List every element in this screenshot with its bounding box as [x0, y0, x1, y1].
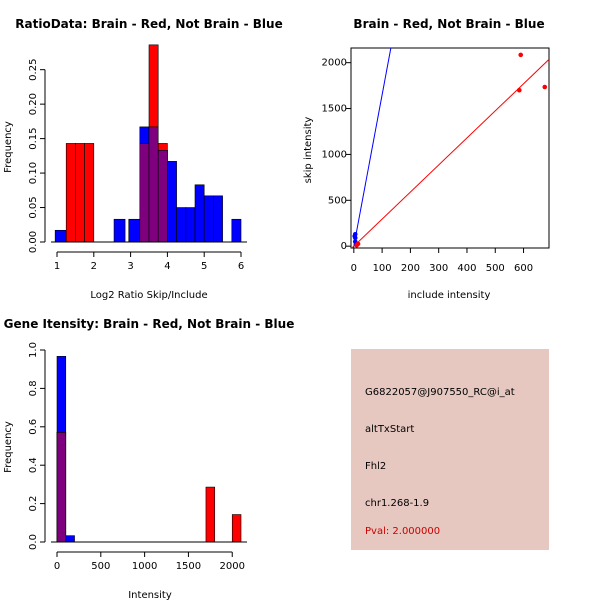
x-tick-label: 1 [54, 261, 60, 272]
blue-bar [203, 195, 214, 243]
x-tick-label: 300 [429, 263, 448, 274]
x-tick-label: 1000 [132, 561, 157, 572]
x-tick-label: 1500 [176, 561, 201, 572]
pval: Pval: 2.000000 [365, 526, 441, 537]
x-tick-label: 6 [238, 261, 244, 272]
blue-point [352, 233, 357, 239]
intensity-histogram: 0 500 1000 1500 2000 0.0 0.2 0.4 0.6 0.8 1.0 [28, 342, 247, 572]
scatter-xlabel: include intensity [408, 290, 491, 301]
scatter-plot: 0 100 200 300 400 500 600 0 500 1000 1500 2000 [322, 47, 550, 274]
x-tick-label: 200 [401, 263, 420, 274]
y-tick-label: 0.0 [28, 534, 39, 550]
ratio-ylabel: Frequency [3, 121, 14, 173]
y-tick-label: 2000 [322, 58, 347, 69]
y-tick-label: 0 [341, 241, 347, 252]
blue-fit-line [352, 48, 392, 248]
y-tick-label: 0.25 [28, 59, 39, 81]
y-tick-label: 500 [328, 195, 347, 206]
x-tick-label: 5 [201, 261, 207, 272]
scatter-ylabel: skip intensity [303, 117, 314, 184]
blue-bar [167, 161, 177, 243]
blue-bar [185, 207, 196, 243]
red-point [517, 87, 522, 93]
y-tick-label: 1.0 [28, 342, 39, 358]
ratio-histogram: 1 2 3 4 5 6 0.00 0.05 0.10 0.15 0.20 0.25 [28, 44, 247, 272]
blue-bar [54, 229, 67, 243]
red-point [354, 242, 359, 248]
y-tick-label: 0.6 [28, 419, 39, 435]
info-panel: G6822057@J907550_RC@i_at altTxStart Fhl2… [351, 349, 549, 550]
intensity-title: Gene Itensity: Brain - Red, Not Brain - … [4, 317, 295, 331]
y-tick-label: 0.4 [28, 457, 39, 473]
y-tick-label: 0.10 [28, 162, 39, 184]
blue-bar [65, 535, 75, 543]
plot-area [351, 48, 549, 248]
red-bar [231, 514, 242, 543]
red-fit-line [351, 59, 549, 248]
x-tick-label: 500 [91, 561, 110, 572]
y-tick-label: 0.8 [28, 380, 39, 396]
x-tick-label: 400 [457, 263, 476, 274]
y-tick-label: 1500 [322, 104, 347, 115]
ratio-xlabel: Log2 Ratio Skip/Include [90, 290, 207, 301]
x-tick-label: 4 [164, 261, 170, 272]
gene-name: Fhl2 [365, 461, 387, 472]
blue-bar [176, 207, 187, 243]
y-tick-label: 1000 [322, 149, 347, 160]
probe-id: G6822057@J907550_RC@i_at [365, 387, 515, 398]
red-bar [205, 486, 216, 543]
intensity-ylabel: Frequency [3, 421, 14, 473]
x-tick-label: 0 [54, 561, 60, 572]
scatter-title: Brain - Red, Not Brain - Blue [353, 17, 544, 31]
red-bar [84, 143, 95, 243]
blue-bar [194, 184, 205, 243]
plot-frame [350, 47, 550, 249]
red-point [518, 52, 524, 58]
red-point [542, 84, 548, 90]
blue-bar [113, 218, 126, 243]
location: chr1.268-1.9 [365, 498, 430, 509]
blue-bar [128, 218, 141, 243]
ratio-title: RatioData: Brain - Red, Not Brain - Blue [15, 17, 282, 31]
x-tick-label: 2000 [220, 561, 245, 572]
blue-bar [231, 218, 242, 243]
x-tick-label: 0 [351, 263, 357, 274]
y-tick-label: 0.2 [28, 496, 39, 512]
x-tick-label: 100 [373, 263, 392, 274]
x-tick-label: 500 [486, 263, 505, 274]
overlap-bar [148, 126, 159, 243]
overlap-bar [139, 143, 150, 243]
overlap-bar [56, 432, 67, 543]
y-tick-label: 0.20 [28, 93, 39, 115]
red-bar [65, 143, 76, 243]
x-tick-label: 600 [514, 263, 533, 274]
blue-bar [213, 195, 223, 243]
red-bar [75, 143, 85, 243]
x-tick-label: 3 [127, 261, 133, 272]
overlap-bar [157, 150, 168, 243]
intensity-xlabel: Intensity [128, 590, 172, 600]
y-tick-label: 0.15 [28, 127, 39, 149]
y-tick-label: 0.00 [28, 231, 39, 253]
x-tick-label: 2 [91, 261, 97, 272]
event-type: altTxStart [365, 424, 415, 435]
y-tick-label: 0.05 [28, 196, 39, 218]
